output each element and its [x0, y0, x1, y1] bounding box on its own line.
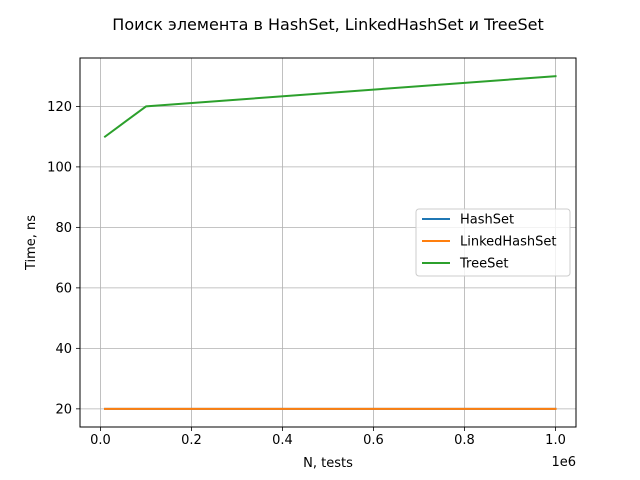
axes-frame: [79, 57, 577, 428]
x-tick-label: 0.4: [272, 433, 293, 448]
x-tick-label: 0.6: [363, 433, 384, 448]
y-tick-label: 100: [47, 160, 72, 175]
series-line-treeset: [103, 75, 557, 139]
legend-label-treeset: TreeSet: [459, 257, 508, 272]
legend-frame: [415, 208, 571, 277]
x-tick-label: 0.8: [454, 433, 475, 448]
legend-items: HashSet LinkedHashSet TreeSet: [422, 213, 557, 272]
y-tick-label: 40: [55, 342, 72, 357]
x-tick-label: 1.0: [545, 433, 566, 448]
x-axis-label: N, tests: [303, 456, 353, 471]
legend-label-linkedhashset: LinkedHashSet: [460, 235, 557, 250]
x-axis-offset-label: 1e6: [551, 455, 576, 470]
y-tick-label: 60: [55, 281, 72, 296]
y-tick-label: 20: [55, 402, 72, 417]
x-tick-label: 0.0: [90, 433, 111, 448]
y-axis-ticks: 20 40 60 80 100 120: [47, 100, 80, 417]
legend: HashSet LinkedHashSet TreeSet: [415, 208, 571, 277]
x-axis-ticks: 0.0 0.2 0.4 0.6 0.8 1.0: [90, 427, 566, 448]
legend-label-hashset: HashSet: [460, 213, 514, 228]
x-tick-label: 0.2: [181, 433, 202, 448]
series-layer: [103, 75, 557, 410]
y-axis-label: Time, ns: [24, 215, 39, 271]
chart-title: Поиск элемента в HashSet, LinkedHashSet …: [112, 15, 543, 34]
y-tick-label: 80: [55, 221, 72, 236]
y-tick-label: 120: [47, 100, 72, 115]
